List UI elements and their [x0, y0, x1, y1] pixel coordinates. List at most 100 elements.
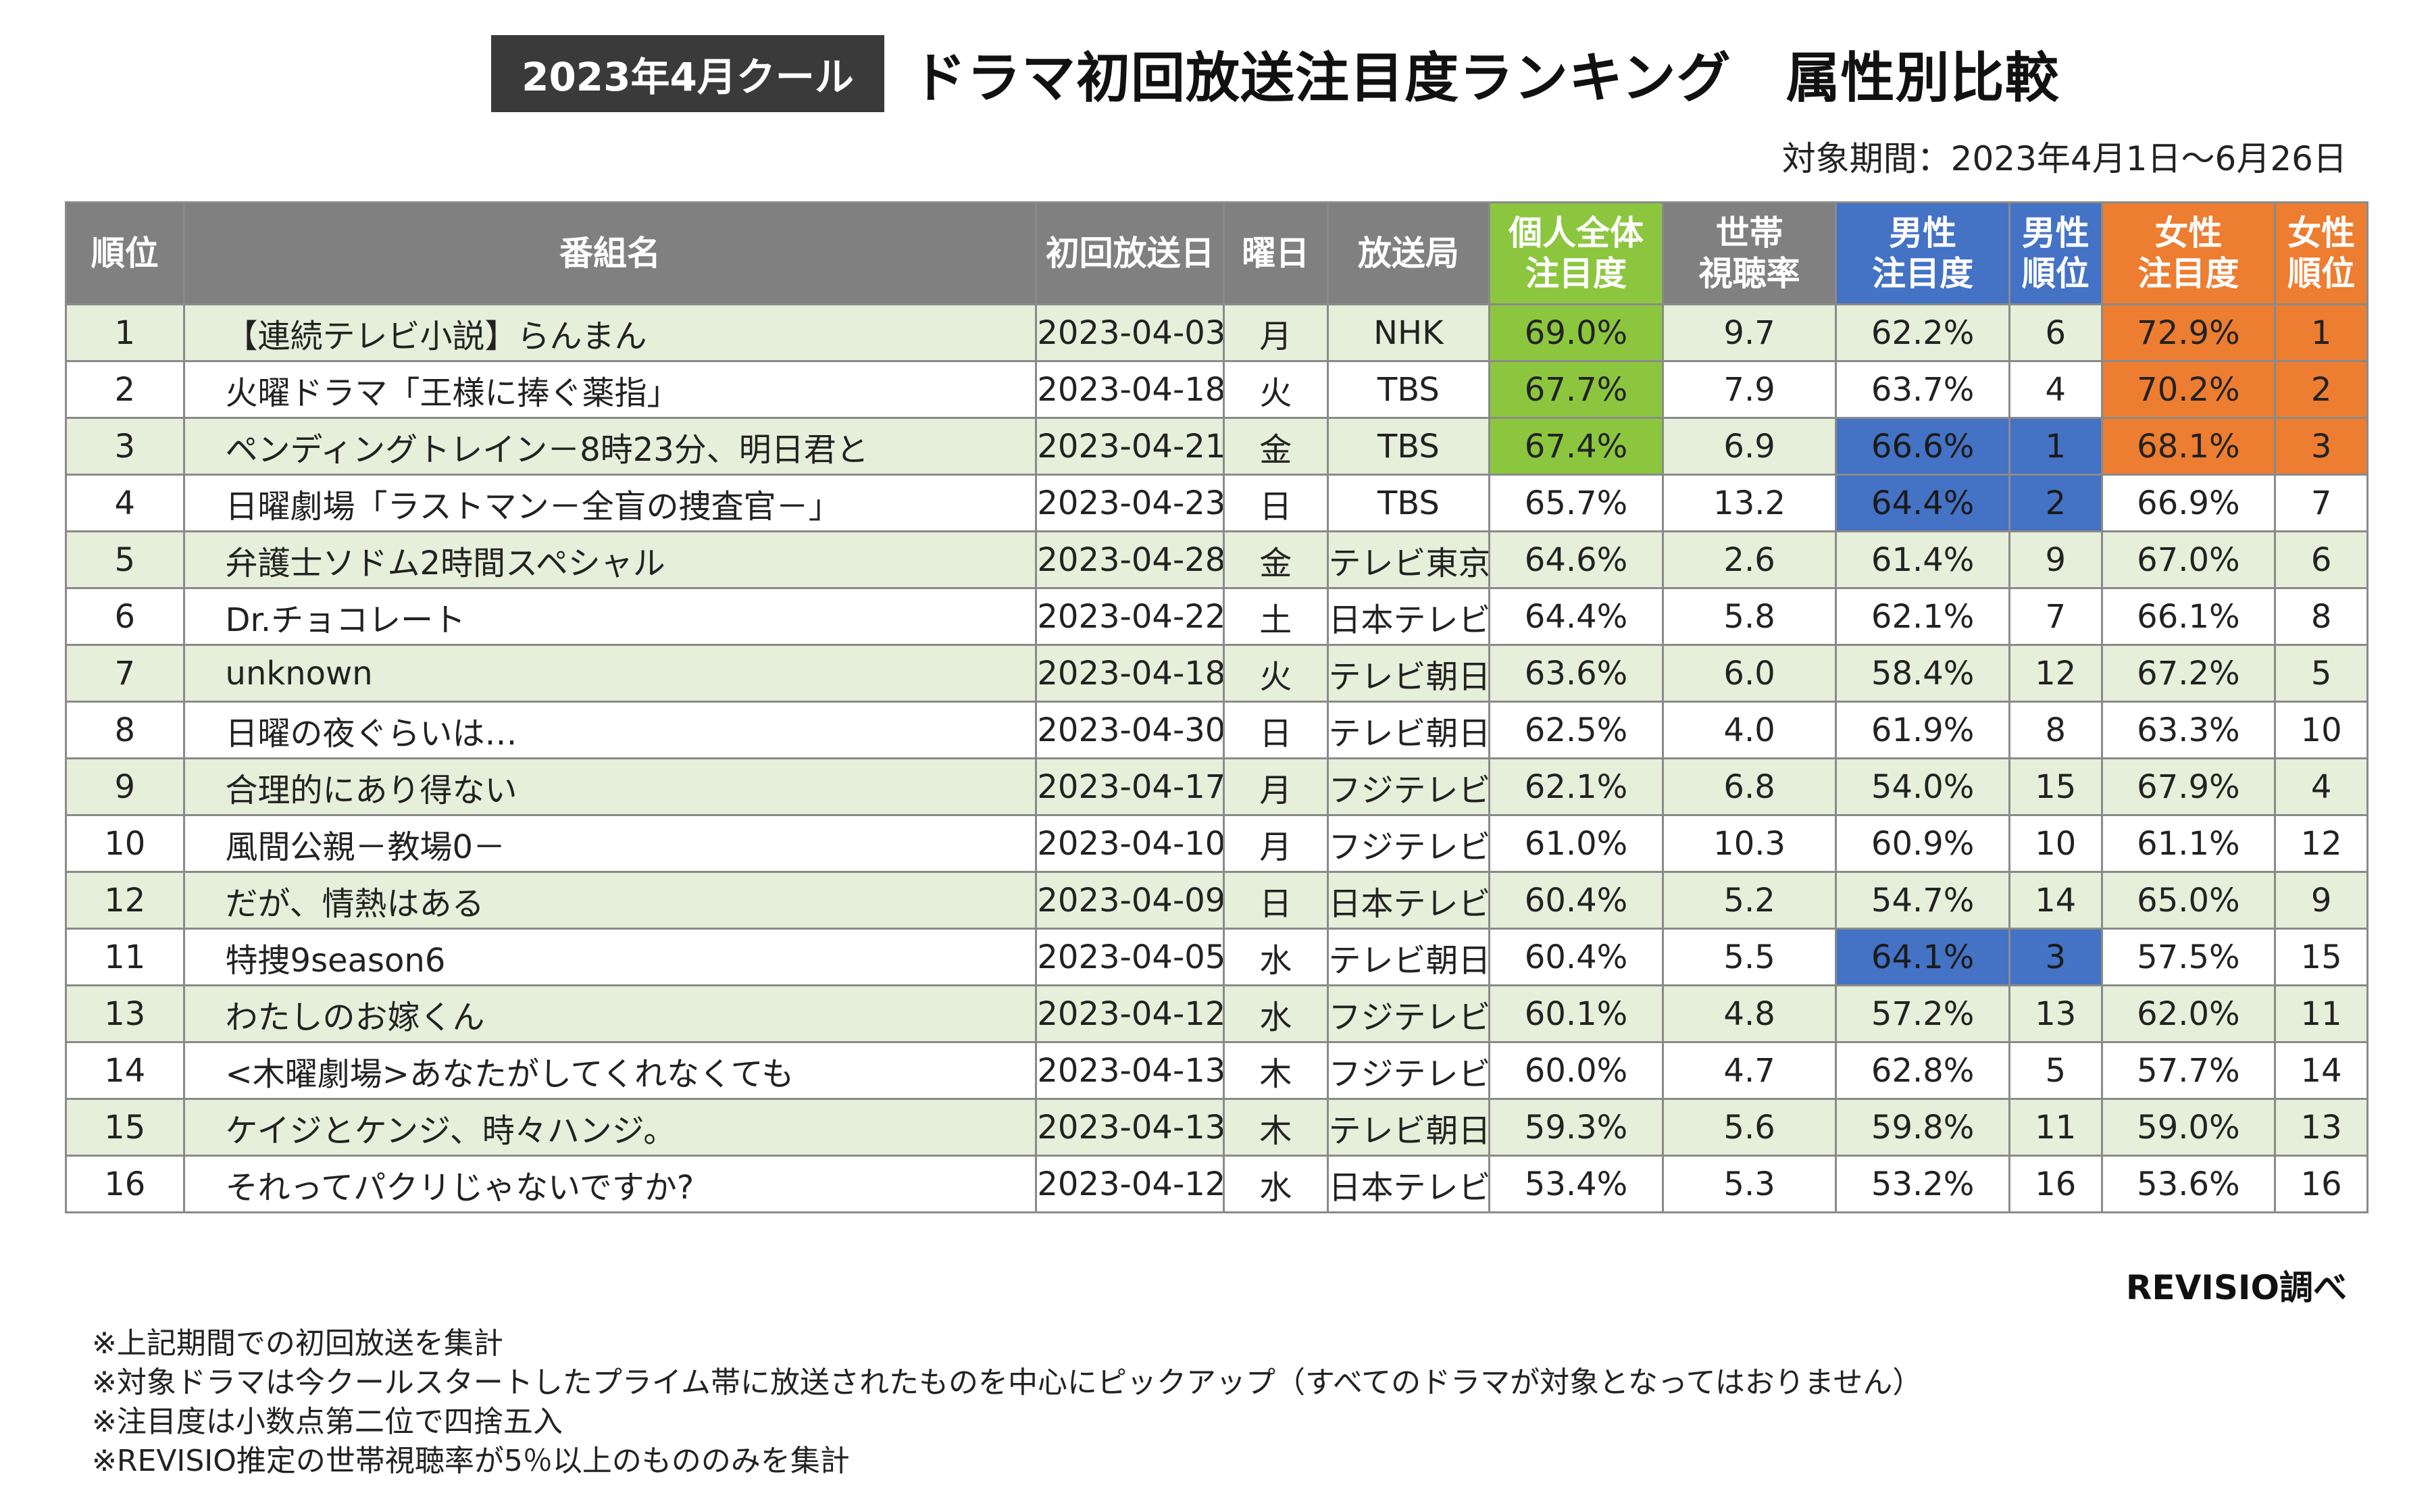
- cell-program-name: 合理的にあり得ない: [182, 757, 1038, 816]
- cell-first-air-date: 2023-04-18: [1035, 644, 1225, 703]
- cell-program-name: それってパクリじゃないですか?: [182, 1155, 1038, 1213]
- target-period: 対象期間：2023年4月1日～6月26日: [1781, 139, 2347, 178]
- cell-first-air-date: 2023-04-30: [1035, 701, 1225, 759]
- cell-station: フジテレビ: [1326, 814, 1491, 873]
- cell-station: フジテレビ: [1326, 1041, 1491, 1100]
- cell-rank: 14: [65, 1041, 185, 1100]
- header-station: 放送局: [1326, 201, 1491, 305]
- cell-household-rating: 5.3: [1661, 1155, 1838, 1213]
- cell-rank: 13: [65, 984, 185, 1043]
- cell-program-name: わたしのお嫁くん: [182, 984, 1038, 1043]
- cell-rank: 2: [65, 360, 185, 419]
- cell-station: 日本テレビ: [1326, 587, 1491, 646]
- header-overall-attention-line1: 個人全体: [1509, 213, 1644, 253]
- cell-overall-attention: 62.1%: [1488, 757, 1664, 816]
- cell-first-air-date: 2023-04-12: [1035, 1155, 1225, 1213]
- cell-female-rank: 12: [2274, 814, 2368, 873]
- cell-female-attention: 62.0%: [2100, 984, 2277, 1043]
- cell-weekday: 日: [1222, 474, 1329, 532]
- cell-female-rank: 10: [2274, 701, 2368, 759]
- cell-rank: 16: [65, 1155, 185, 1213]
- cell-station: 日本テレビ: [1326, 1155, 1491, 1213]
- cell-household-rating: 5.5: [1661, 928, 1838, 986]
- cell-overall-attention: 67.4%: [1488, 417, 1664, 476]
- header-male-attention-line1: 男性: [1889, 213, 1957, 253]
- cell-male-attention: 54.0%: [1835, 757, 2010, 816]
- header-female-rank-line2: 順位: [2287, 254, 2356, 293]
- cell-female-attention: 57.7%: [2100, 1041, 2277, 1100]
- cell-overall-attention: 59.3%: [1488, 1098, 1664, 1157]
- table-row: 15 ケイジとケンジ、時々ハンジ。 2023-04-13 木テレビ朝日 59.3% 5.6…: [65, 1098, 2368, 1157]
- table-row: 7 unknown 2023-04-18 火テレビ朝日 63.6% 6.0 58.4% 12 6…: [65, 644, 2368, 703]
- cell-program-name: 特捜9season6: [182, 928, 1038, 986]
- cell-household-rating: 4.0: [1661, 701, 1838, 759]
- cell-female-attention: 65.0%: [2100, 871, 2277, 930]
- cell-rank: 4: [65, 474, 185, 532]
- cell-first-air-date: 2023-04-18: [1035, 360, 1225, 419]
- cell-overall-attention: 60.4%: [1488, 871, 1664, 930]
- header-first-air-date: 初回放送日: [1035, 201, 1225, 305]
- cell-weekday: 金: [1222, 530, 1329, 589]
- cell-household-rating: 5.6: [1661, 1098, 1838, 1157]
- cell-male-rank: 1: [2008, 417, 2103, 476]
- cell-overall-attention: 69.0%: [1488, 303, 1664, 362]
- table-row: 12 だが、情熱はある 2023-04-09 日日本テレビ 60.4% 5.2 54.7% 1…: [65, 871, 2368, 930]
- cell-male-attention: 61.9%: [1835, 701, 2010, 759]
- cell-male-rank: 7: [2008, 587, 2103, 646]
- cell-station: TBS: [1326, 417, 1491, 476]
- cell-female-attention: 53.6%: [2100, 1155, 2277, 1213]
- cell-male-rank: 13: [2008, 984, 2103, 1043]
- header-overall-attention-line2: 注目度: [1525, 254, 1627, 293]
- header-household-rating: 世帯 視聴率: [1661, 201, 1838, 305]
- cell-first-air-date: 2023-04-13: [1035, 1041, 1225, 1100]
- cell-rank: 3: [65, 417, 185, 476]
- header-male-rank: 男性 順位: [2008, 201, 2103, 305]
- cell-weekday: 水: [1222, 928, 1329, 986]
- cell-female-rank: 6: [2274, 530, 2368, 589]
- header-female-attention-line1: 女性: [2154, 213, 2223, 253]
- cell-weekday: 火: [1222, 644, 1329, 703]
- header-female-attention: 女性 注目度: [2100, 201, 2277, 305]
- cell-male-attention: 53.2%: [1835, 1155, 2010, 1213]
- cell-first-air-date: 2023-04-17: [1035, 757, 1225, 816]
- page-title: ドラマ初回放送注目度ランキング 属性別比較: [912, 47, 2060, 109]
- header-male-attention: 男性 注目度: [1835, 201, 2010, 305]
- cell-male-attention: 64.1%: [1835, 928, 2010, 986]
- cell-female-attention: 72.9%: [2100, 303, 2277, 362]
- cell-female-rank: 8: [2274, 587, 2368, 646]
- cell-rank: 6: [65, 587, 185, 646]
- footnotes: ※上記期間での初回放送を集計 ※対象ドラマは今クールスタートしたプライム帯に放送…: [92, 1324, 1922, 1481]
- cell-male-attention: 64.4%: [1835, 474, 2010, 532]
- cell-female-attention: 57.5%: [2100, 928, 2277, 986]
- cell-female-attention: 66.1%: [2100, 587, 2277, 646]
- cell-program-name: Dr.チョコレート: [182, 587, 1038, 646]
- cell-male-rank: 11: [2008, 1098, 2103, 1157]
- cell-household-rating: 4.7: [1661, 1041, 1838, 1100]
- cell-first-air-date: 2023-04-03: [1035, 303, 1225, 362]
- cell-station: NHK: [1326, 303, 1491, 362]
- cell-overall-attention: 64.4%: [1488, 587, 1664, 646]
- cell-weekday: 金: [1222, 417, 1329, 476]
- cell-station: テレビ朝日: [1326, 928, 1491, 986]
- cell-household-rating: 2.6: [1661, 530, 1838, 589]
- cell-male-attention: 59.8%: [1835, 1098, 2010, 1157]
- cell-household-rating: 6.8: [1661, 757, 1838, 816]
- header-household-rating-line1: 世帯: [1715, 213, 1783, 253]
- cell-female-rank: 9: [2274, 871, 2368, 930]
- cell-household-rating: 9.7: [1661, 303, 1838, 362]
- cell-station: フジテレビ: [1326, 984, 1491, 1043]
- cell-household-rating: 6.0: [1661, 644, 1838, 703]
- cell-female-rank: 16: [2274, 1155, 2368, 1213]
- cell-weekday: 木: [1222, 1098, 1329, 1157]
- cell-station: フジテレビ: [1326, 757, 1491, 816]
- cell-weekday: 月: [1222, 814, 1329, 873]
- cell-weekday: 水: [1222, 984, 1329, 1043]
- cell-rank: 5: [65, 530, 185, 589]
- cell-station: テレビ東京: [1326, 530, 1491, 589]
- cell-rank: 15: [65, 1098, 185, 1157]
- cell-program-name: 日曜の夜ぐらいは…: [182, 701, 1038, 759]
- cell-female-rank: 2: [2274, 360, 2368, 419]
- cell-male-rank: 2: [2008, 474, 2103, 532]
- cell-female-rank: 7: [2274, 474, 2368, 532]
- cell-overall-attention: 62.5%: [1488, 701, 1664, 759]
